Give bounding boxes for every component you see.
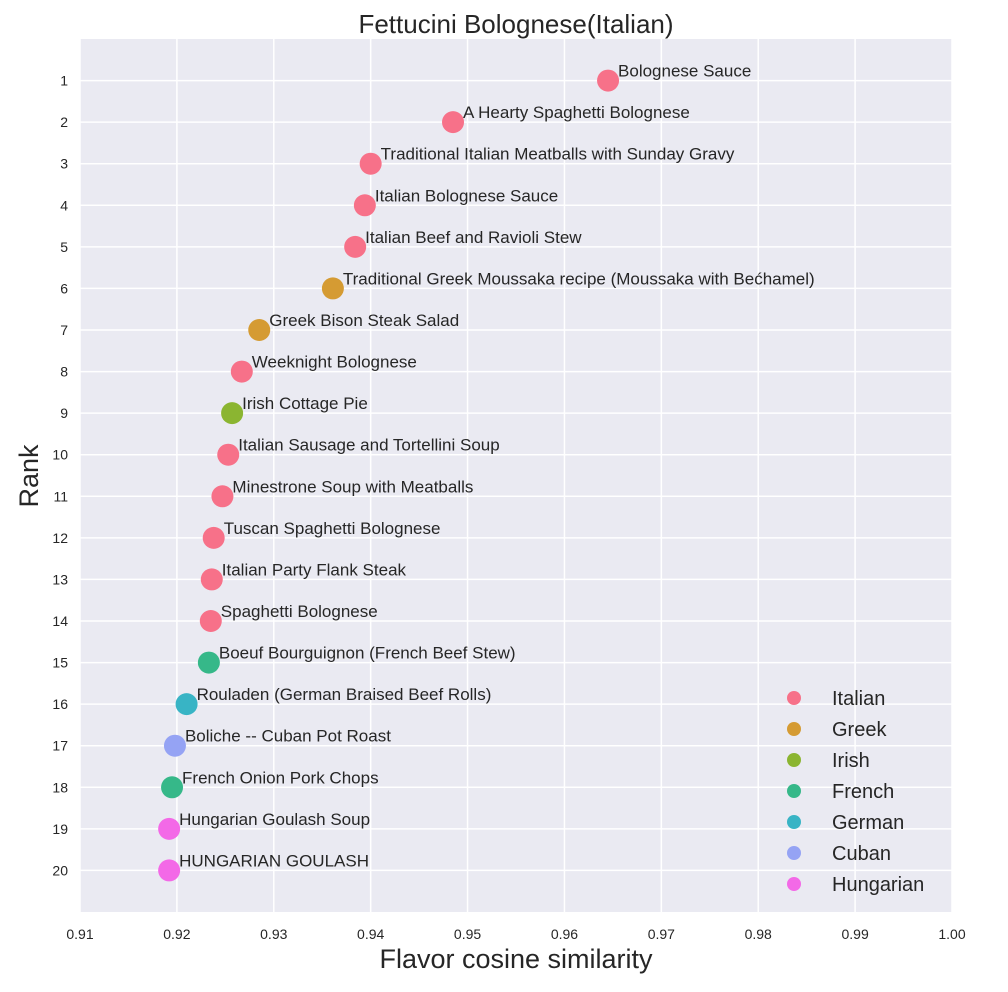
point-label: Rouladen (German Braised Beef Rolls) (197, 685, 492, 704)
point-label: Irish Cottage Pie (242, 394, 368, 413)
point-label: Boeuf Bourguignon (French Beef Stew) (219, 644, 516, 663)
point-label: Tuscan Spaghetti Bolognese (224, 519, 441, 538)
y-tick-label: 1 (60, 73, 68, 89)
point-label: Traditional Italian Meatballs with Sunda… (381, 145, 735, 164)
point-label: Traditional Greek Moussaka recipe (Mouss… (343, 269, 815, 288)
x-tick-label: 0.94 (357, 926, 384, 942)
data-point (163, 734, 186, 757)
y-tick-label: 2 (60, 114, 68, 130)
data-point (202, 526, 225, 549)
point-label: Spaghetti Bolognese (221, 602, 378, 621)
data-point (217, 443, 240, 466)
chart-title: Fettucini Bolognese(Italian) (358, 9, 673, 39)
legend: Italian Greek Irish French German Cuban Hungar… (787, 688, 924, 896)
point-labels: Bolognese Sauce A Hearty Spaghetti Bologn… (179, 62, 815, 871)
data-point (248, 319, 271, 341)
legend-label: Italian (832, 688, 885, 710)
point-label: French Onion Pork Chops (182, 768, 379, 787)
data-point (359, 152, 382, 175)
x-tick-label: 0.98 (745, 926, 772, 942)
legend-marker (787, 753, 801, 767)
data-point (211, 485, 234, 508)
x-tick-label: 0.97 (648, 926, 675, 942)
legend-label: Cuban (832, 843, 891, 865)
y-tick-label: 6 (60, 280, 68, 296)
y-tick-label: 13 (52, 571, 68, 587)
y-tick-label: 12 (52, 530, 68, 546)
data-point (230, 360, 253, 383)
data-point (161, 776, 184, 799)
x-axis-label: Flavor cosine similarity (379, 944, 653, 974)
x-tick-label: 1.00 (938, 926, 965, 942)
y-tick-label: 5 (60, 239, 68, 255)
data-points (158, 69, 620, 882)
x-tick-label: 0.93 (260, 926, 287, 942)
y-tick-label: 20 (52, 862, 68, 878)
point-label: Italian Party Flank Steak (222, 560, 407, 579)
legend-marker (787, 691, 801, 705)
point-label: Italian Beef and Ravioli Stew (365, 228, 582, 247)
y-tick-label: 18 (52, 779, 68, 795)
y-tick-label: 19 (52, 821, 68, 837)
grid-lines (79, 39, 953, 912)
y-tick-label: 14 (52, 613, 68, 629)
data-point (442, 111, 465, 134)
x-tick-label: 0.99 (841, 926, 868, 942)
point-label: Italian Bolognese Sauce (375, 186, 558, 205)
data-point (200, 568, 223, 591)
data-point (221, 402, 244, 425)
x-tick-label: 0.92 (163, 926, 190, 942)
legend-label: Hungarian (832, 874, 924, 896)
x-tick-label: 0.95 (454, 926, 481, 942)
y-tick-label: 15 (52, 655, 68, 671)
legend-marker (787, 846, 801, 860)
point-label: Hungarian Goulash Soup (179, 810, 370, 829)
data-point (353, 194, 376, 217)
data-point (321, 277, 344, 300)
legend-label: Greek (832, 719, 887, 741)
y-tick-label: 10 (52, 447, 68, 463)
point-label: A Hearty Spaghetti Bolognese (463, 103, 690, 122)
point-label: Weeknight Bolognese (252, 353, 417, 372)
data-point (158, 817, 181, 840)
data-point (158, 859, 181, 882)
point-label: Boliche -- Cuban Pot Roast (185, 727, 391, 746)
y-tick-label: 3 (60, 156, 68, 172)
data-point (597, 69, 620, 92)
y-tick-label: 7 (60, 322, 68, 338)
plot-background (80, 39, 952, 912)
y-tick-label: 17 (52, 738, 68, 754)
legend-label: German (832, 812, 904, 834)
x-tick-label: 0.96 (551, 926, 578, 942)
point-label: HUNGARIAN GOULASH (179, 851, 369, 870)
point-label: Minestrone Soup with Meatballs (232, 477, 473, 496)
y-tick-label: 16 (52, 696, 68, 712)
data-point (197, 651, 220, 674)
point-label: Greek Bison Steak Salad (269, 311, 459, 330)
point-label: Italian Sausage and Tortellini Soup (238, 436, 499, 455)
y-tick-label: 8 (60, 364, 68, 380)
point-label: Bolognese Sauce (618, 62, 751, 81)
y-tick-label: 9 (60, 405, 68, 421)
y-tick-label: 4 (60, 197, 68, 213)
data-point (344, 235, 367, 258)
x-tick-label: 0.91 (66, 926, 93, 942)
legend-label: French (832, 781, 894, 803)
legend-marker (787, 722, 801, 736)
legend-label: Irish (832, 750, 870, 772)
legend-marker (787, 815, 801, 829)
x-tick-labels: 0.91 0.92 0.93 0.94 0.95 0.96 0.97 0.98 0.99 1.00 (66, 926, 965, 942)
y-axis-label: Rank (14, 444, 44, 508)
data-point (175, 693, 198, 716)
y-tick-label: 11 (53, 488, 68, 504)
legend-marker (787, 877, 801, 891)
legend-marker (787, 784, 801, 798)
data-point (199, 610, 222, 632)
